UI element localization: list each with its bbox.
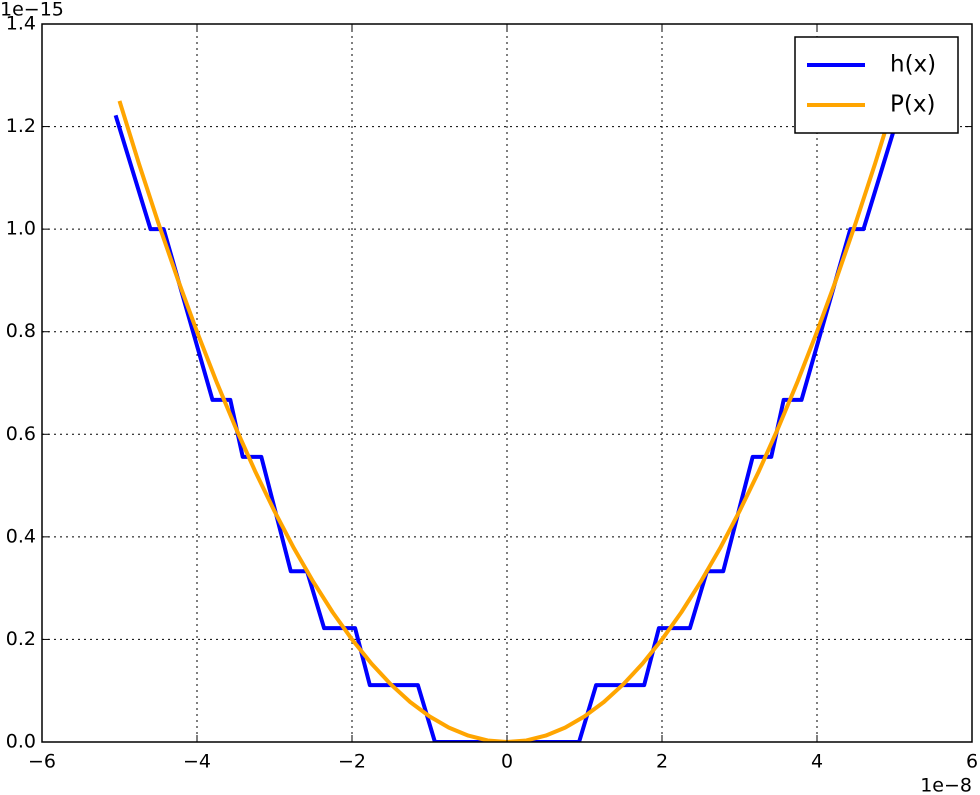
y-tick-label: 0.6 <box>6 423 36 445</box>
ticks: −6 −4 −2 0 2 4 6 0.0 0.2 0.4 0.6 0.8 1.0 1.2 1.4 <box>6 13 978 773</box>
x-offset-label: 1e−8 <box>920 775 972 795</box>
legend-box <box>794 36 959 134</box>
legend-label: P(x) <box>890 92 935 118</box>
y-tick-label: 1.4 <box>6 13 36 35</box>
series-line <box>117 100 897 742</box>
legend: h(x) P(x) <box>794 36 959 134</box>
y-tick-label: 0.4 <box>6 525 36 547</box>
y-offset-label: 1e−15 <box>0 0 64 21</box>
x-tick-label: −4 <box>183 751 211 773</box>
x-tick-label: 4 <box>811 751 823 773</box>
y-tick-label: 1.2 <box>6 115 36 137</box>
x-tick-label: 0 <box>501 751 513 773</box>
legend-label: h(x) <box>890 52 936 78</box>
x-tick-label: 6 <box>966 751 978 773</box>
x-tick-label: −6 <box>28 751 56 773</box>
plot-lines <box>113 100 901 742</box>
y-tick-label: 0.0 <box>6 731 36 753</box>
x-tick-label: 2 <box>656 751 668 773</box>
y-tick-label: 1.0 <box>6 218 36 240</box>
y-tick-label: 0.2 <box>6 628 36 650</box>
y-tick-label: 0.8 <box>6 320 36 342</box>
series-line <box>113 114 901 742</box>
x-tick-label: −2 <box>338 751 366 773</box>
